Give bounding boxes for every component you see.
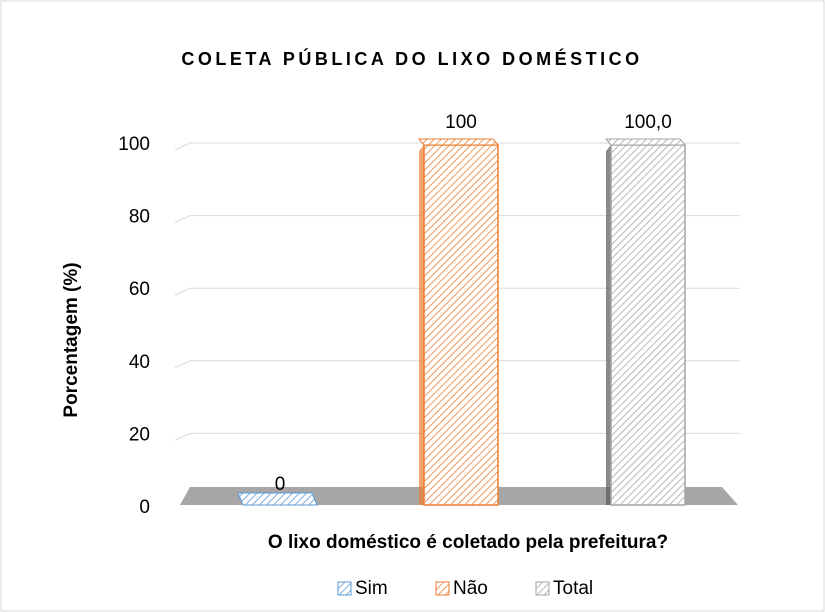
y-tick-label: 0: [139, 497, 150, 518]
bar-top: [417, 138, 500, 146]
grid-line: [174, 287, 740, 296]
x-axis-label: O lixo doméstico é coletado pela prefeit…: [268, 532, 668, 553]
legend-swatch: [535, 581, 550, 596]
bar-top: [604, 138, 687, 146]
y-tick-label: 60: [129, 279, 150, 300]
grid-line: [174, 215, 740, 224]
data-label: 100: [445, 112, 477, 133]
grid-line: [174, 432, 740, 441]
legend-label: Total: [553, 578, 593, 599]
y-tick-label: 20: [129, 424, 150, 445]
grid-line: [174, 142, 740, 151]
bar-side: [606, 145, 611, 505]
y-tick-label: 80: [129, 207, 150, 228]
legend-swatch: [337, 581, 352, 596]
y-tick-label: 40: [129, 352, 150, 373]
legend-label: Não: [453, 578, 488, 599]
grid-line: [174, 360, 740, 369]
chart-title: COLETA PÚBLICA DO LIXO DOMÉSTICO: [181, 48, 642, 69]
legend-swatch: [435, 581, 450, 596]
data-label: 100,0: [624, 112, 672, 133]
y-axis-label: Porcentagem (%): [61, 262, 82, 417]
data-label: 0: [275, 474, 286, 495]
bar-top: [237, 492, 318, 506]
bar-side: [419, 145, 424, 505]
y-tick-label: 100: [118, 134, 150, 155]
bar: [610, 144, 686, 506]
bar: [423, 144, 499, 506]
legend-label: Sim: [355, 578, 388, 599]
